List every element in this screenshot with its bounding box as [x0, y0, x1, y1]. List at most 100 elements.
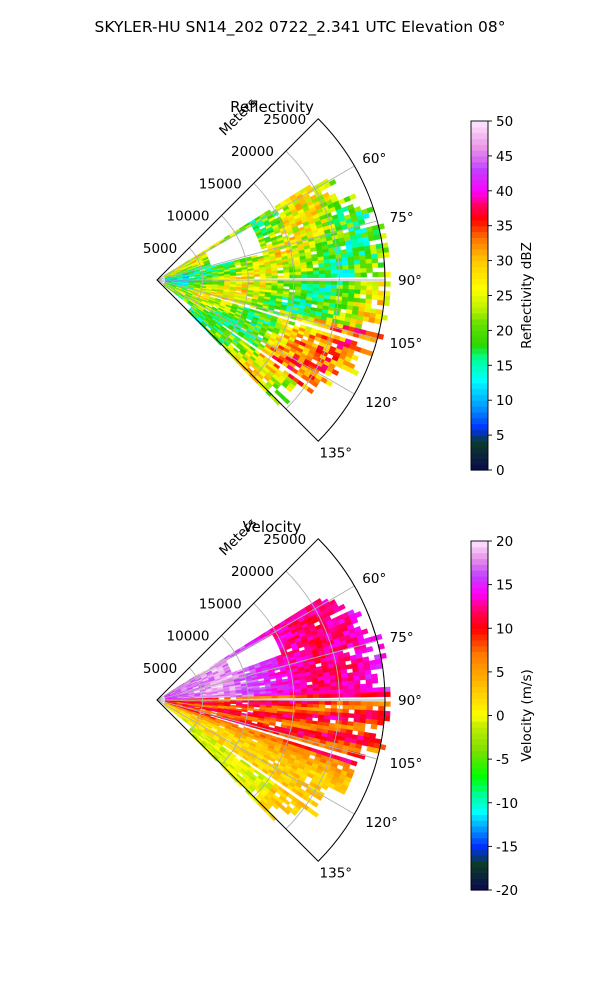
colorbar-swatch [471, 849, 488, 856]
colorbar-swatch [471, 301, 488, 308]
colorbar-tick-label: -5 [496, 752, 509, 768]
colorbar-swatch [471, 376, 488, 384]
radar-gate [295, 700, 302, 705]
radar-gate [342, 265, 349, 270]
radar-gate [360, 289, 367, 295]
colorbar-tick-label: 10 [496, 621, 513, 637]
colorbar-swatch [471, 342, 488, 349]
r-tick-label: 15000 [199, 176, 242, 192]
radar-gate [366, 687, 373, 693]
radar-gate [301, 274, 308, 279]
radar-gate [371, 262, 379, 269]
colorbar-swatch [471, 121, 488, 128]
radar-gate [224, 697, 231, 700]
theta-tick-label: 120° [365, 815, 398, 831]
r-tick-label: 25000 [263, 112, 306, 128]
radar-gate [330, 708, 338, 713]
radar-gate [341, 261, 349, 266]
radar-gate [362, 212, 370, 220]
radar-gate [330, 685, 338, 691]
radar-gate [247, 276, 255, 279]
radar-gate [295, 691, 302, 696]
radar-gate [378, 687, 385, 693]
radar-gate [295, 280, 302, 285]
radar-gate [324, 690, 332, 695]
colorbar-swatch [471, 663, 488, 670]
radar-gate [342, 693, 350, 698]
radar-gate [253, 273, 261, 277]
radar-gate [360, 688, 367, 694]
radar-gate [348, 272, 356, 278]
radar-gate [330, 273, 338, 278]
radar-gate [312, 704, 320, 709]
radar-gate [277, 695, 285, 699]
radar-gate [324, 270, 332, 275]
colorbar-swatch [471, 214, 488, 221]
radar-gate [283, 695, 290, 699]
radar-gate [230, 276, 237, 280]
colorbar-swatch [471, 411, 488, 419]
radar-gate [295, 271, 302, 276]
radar-gate [259, 280, 267, 284]
radar-gate [365, 289, 373, 296]
colorbar-tick-label: -20 [496, 883, 518, 899]
radar-gate [360, 709, 367, 715]
radar-gate [324, 369, 332, 377]
r-tick-label: 15000 [199, 596, 242, 612]
radar-gate [372, 687, 379, 693]
theta-tick-label: 105° [390, 756, 423, 772]
radar-gate [350, 760, 358, 767]
radar-gate [336, 288, 344, 294]
radar-gate [342, 689, 350, 694]
radar-gate [289, 692, 296, 696]
radar-gate [265, 693, 273, 697]
radar-gate [360, 692, 367, 698]
colorbar-swatch [471, 878, 488, 885]
radar-gate [247, 696, 255, 699]
radar-gate [313, 280, 320, 285]
radar-gate [342, 269, 350, 274]
radar-gate [318, 686, 326, 692]
radar-gate [325, 693, 332, 698]
radar-gate [224, 277, 231, 280]
colorbar-swatch [471, 855, 488, 862]
colorbar-swatch [471, 680, 488, 688]
colorbar-swatch [471, 278, 488, 285]
radar-gate [236, 276, 243, 280]
radar-gate [372, 285, 379, 292]
radar-gate [241, 696, 249, 700]
radar-gate [330, 288, 338, 293]
colorbar-swatch [471, 610, 488, 618]
colorbar-label: Velocity (m/s) [519, 669, 535, 762]
colorbar-swatch [471, 324, 488, 331]
radar-gate [289, 280, 296, 285]
radar-gate [366, 692, 373, 698]
radar-gate [259, 700, 267, 704]
colorbar-swatch [471, 692, 488, 699]
radar-gate [342, 273, 350, 278]
radar-gate [378, 271, 385, 278]
radar-gate [289, 269, 296, 273]
radar-gate [330, 269, 338, 275]
colorbar-swatch [471, 400, 488, 407]
radar-gate [342, 281, 350, 286]
colorbar-swatch [471, 429, 488, 436]
colorbar-swatch [471, 184, 488, 192]
radar-gate [348, 289, 355, 295]
radar-gate [336, 273, 344, 278]
colorbar-swatch [471, 779, 488, 786]
radar-gate [365, 678, 373, 685]
colorbar-swatch [471, 785, 488, 792]
colorbar-swatch [471, 312, 488, 320]
radar-gate [347, 676, 355, 682]
radar-gate [366, 281, 373, 287]
radar-gate [372, 272, 379, 278]
radar-gate [206, 277, 213, 280]
r-tick-label: 10000 [167, 629, 210, 645]
colorbar-swatch [471, 243, 488, 250]
radar-gate [277, 700, 285, 704]
r-tick-label: 5000 [143, 661, 177, 677]
colorbar-label: Reflectivity dBZ [519, 242, 535, 349]
radar-gate [336, 265, 344, 271]
radar-gate [330, 280, 338, 286]
